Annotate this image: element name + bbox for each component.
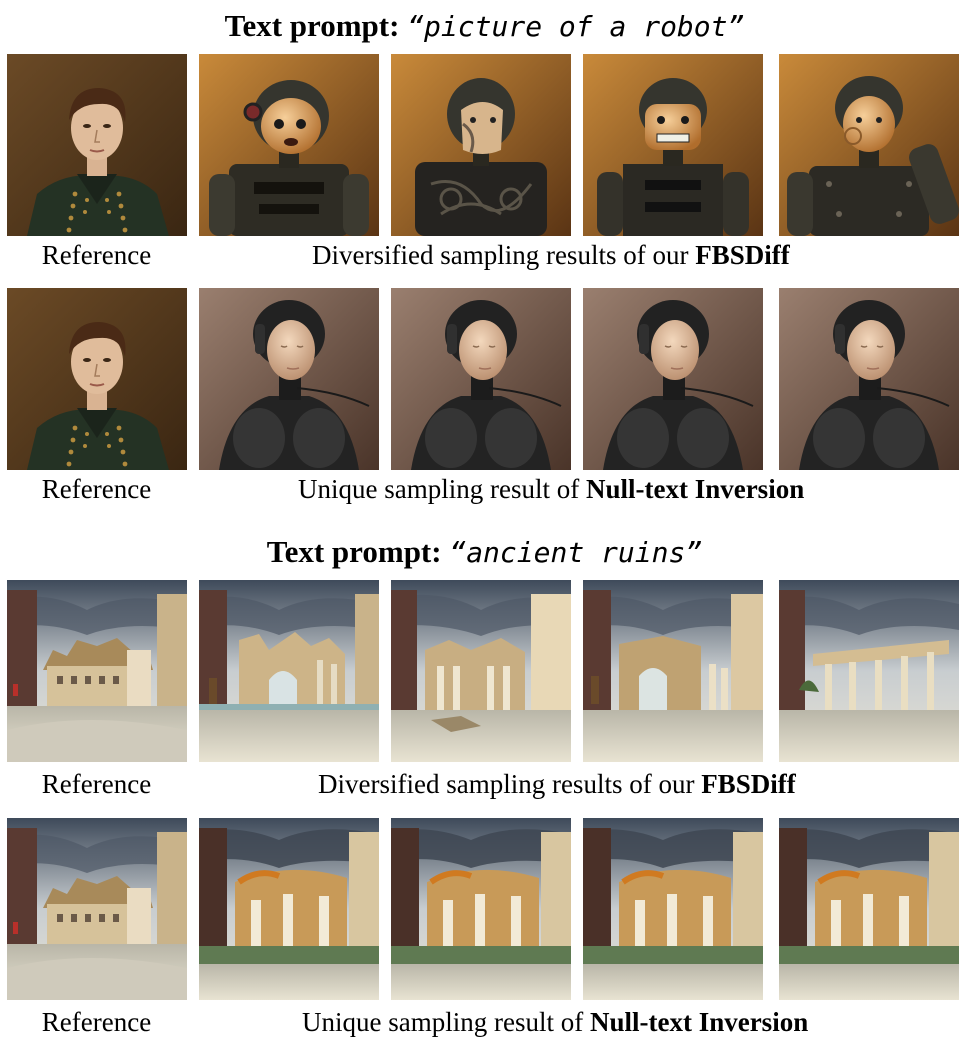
results-caption: Unique sampling result of Null-text Inve… <box>302 1007 809 1037</box>
reference-portrait-image <box>6 288 188 470</box>
fbsdiff-ruins-image-3 <box>582 580 764 762</box>
results-caption: Diversified sampling results of our FBSD… <box>312 240 790 270</box>
reference-portrait-image <box>6 54 188 236</box>
reference-caption: Reference <box>41 769 152 799</box>
results-caption: Unique sampling result of Null-text Inve… <box>298 474 805 504</box>
fbsdiff-robot-image-1 <box>198 54 380 236</box>
nulltext-robot-image-3 <box>582 288 764 470</box>
fbsdiff-ruins-image-4 <box>778 580 960 762</box>
nulltext-robot-image-2 <box>390 288 572 470</box>
fbsdiff-robot-image-4 <box>778 54 960 236</box>
prompt-label: Text prompt: <box>266 534 442 569</box>
nulltext-ruins-image-1 <box>198 818 380 1000</box>
nulltext-robot-image-1 <box>198 288 380 470</box>
prompt-title-ruins: Text prompt: “ancient ruins” <box>0 532 969 573</box>
robot-nulltext-row: Reference Unique sampling result of Null… <box>0 288 969 508</box>
method-name: Null-text Inversion <box>585 474 805 504</box>
nulltext-ruins-image-3 <box>582 818 764 1000</box>
ruins-nulltext-row: Reference Unique sampling result of Null… <box>0 818 969 1042</box>
prompt-text: “ancient ruins” <box>449 536 703 569</box>
reference-caption: Reference <box>41 240 152 270</box>
fbsdiff-ruins-image-1 <box>198 580 380 762</box>
ruins-fbsdiff-row: Reference Diversified sampling results o… <box>0 580 969 802</box>
robot-fbsdiff-row: Reference Diversified sampling results o… <box>0 54 969 274</box>
method-name: FBSDiff <box>695 240 790 270</box>
reference-street-image <box>6 580 188 762</box>
fbsdiff-robot-image-2 <box>390 54 572 236</box>
fbsdiff-robot-image-3 <box>582 54 764 236</box>
prompt-label: Text prompt: <box>224 8 400 43</box>
nulltext-robot-image-4 <box>778 288 960 470</box>
method-name: Null-text Inversion <box>589 1007 809 1037</box>
prompt-title-robot: Text prompt: “picture of a robot” <box>0 6 969 47</box>
fbsdiff-ruins-image-2 <box>390 580 572 762</box>
results-caption: Diversified sampling results of our FBSD… <box>318 769 796 799</box>
nulltext-ruins-image-2 <box>390 818 572 1000</box>
reference-caption: Reference <box>41 1007 152 1037</box>
nulltext-ruins-image-4 <box>778 818 960 1000</box>
reference-street-image <box>6 818 188 1000</box>
prompt-text: “picture of a robot” <box>407 10 745 43</box>
reference-caption: Reference <box>41 474 152 504</box>
method-name: FBSDiff <box>701 769 796 799</box>
